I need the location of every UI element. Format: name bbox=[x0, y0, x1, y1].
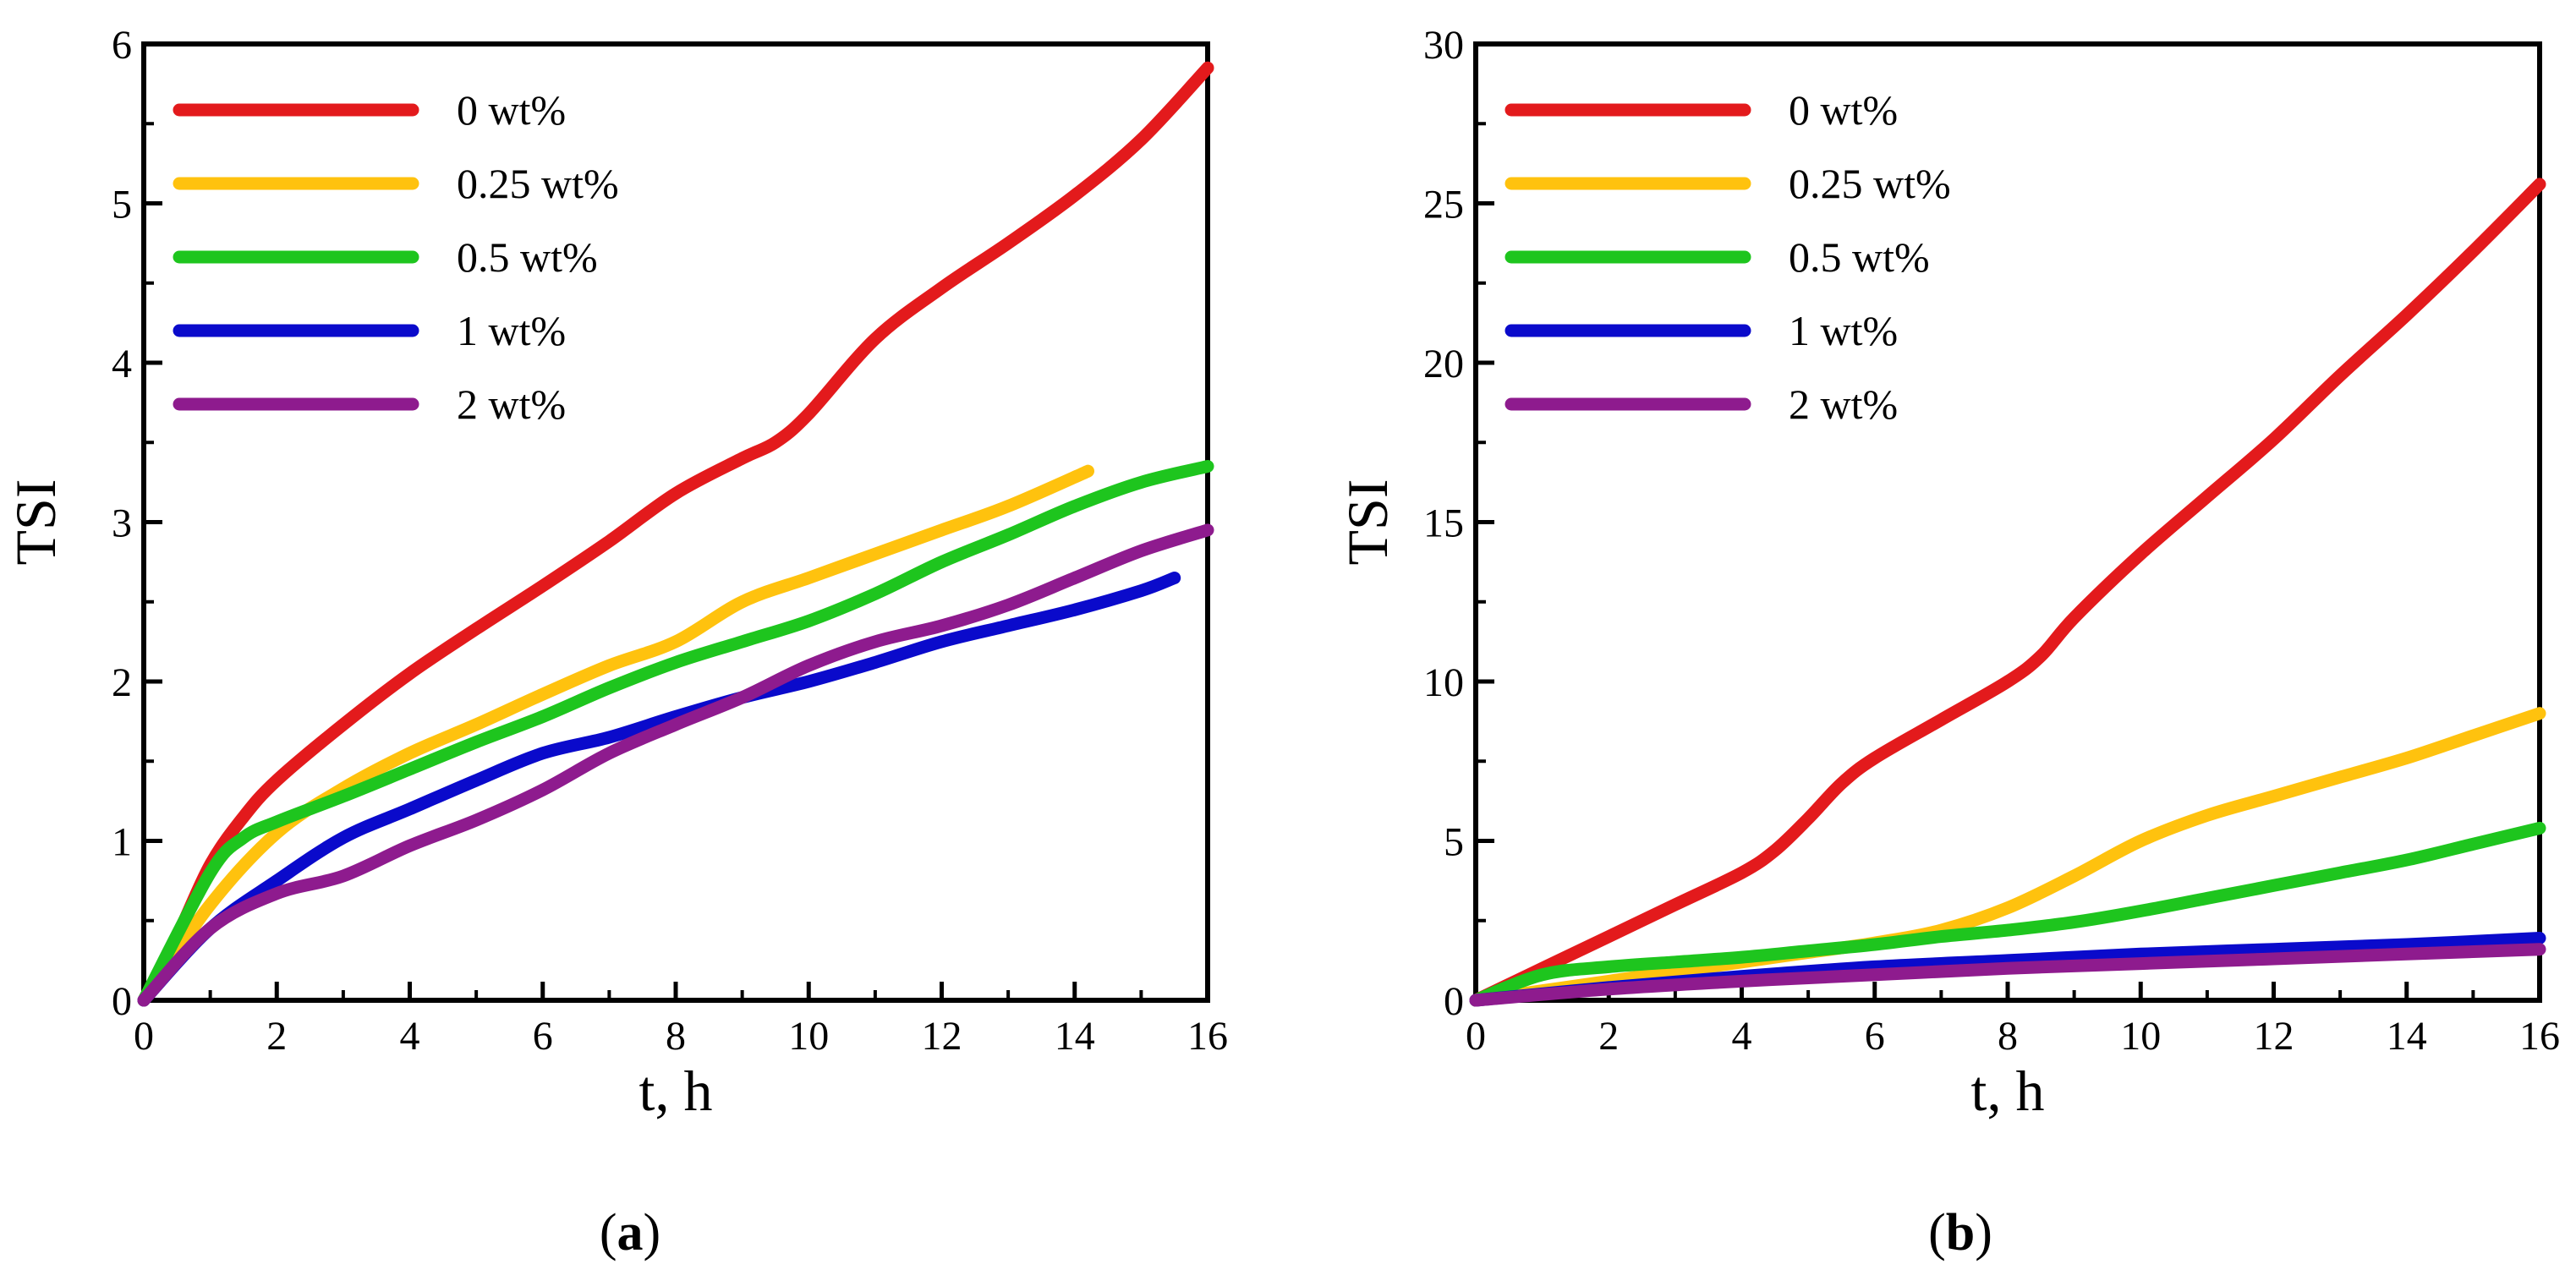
x-tick-label: 6 bbox=[1865, 1014, 1885, 1059]
x-axis-label: t, h bbox=[1971, 1059, 2045, 1123]
legend-label: 2 wt% bbox=[1789, 380, 1898, 428]
x-tick-label: 8 bbox=[666, 1014, 686, 1059]
legend-label: 0.5 wt% bbox=[457, 233, 598, 281]
y-tick-label: 0 bbox=[112, 979, 132, 1024]
x-tick-label: 0 bbox=[134, 1014, 154, 1059]
series-line bbox=[1469, 178, 2546, 1007]
x-tick-label: 14 bbox=[1055, 1014, 1095, 1059]
y-axis-label: TSI bbox=[1335, 479, 1400, 566]
y-tick-label: 1 bbox=[112, 820, 132, 865]
series-line bbox=[1469, 707, 2546, 1007]
series-line bbox=[137, 523, 1214, 1007]
y-tick-label: 2 bbox=[112, 660, 132, 705]
y-axis-label: TSI bbox=[3, 479, 68, 566]
x-tick-label: 16 bbox=[2519, 1014, 2560, 1059]
x-tick-label: 8 bbox=[1998, 1014, 2018, 1059]
x-tick-label: 12 bbox=[2254, 1014, 2294, 1059]
y-tick-label: 20 bbox=[1423, 342, 1464, 386]
legend-label: 0.25 wt% bbox=[1789, 160, 1951, 207]
y-tick-label: 15 bbox=[1423, 501, 1464, 546]
x-tick-label: 4 bbox=[400, 1014, 420, 1059]
panel-caption: (a) bbox=[600, 1204, 660, 1262]
x-tick-label: 2 bbox=[266, 1014, 287, 1059]
legend-label: 0.25 wt% bbox=[457, 160, 619, 207]
y-tick-label: 10 bbox=[1423, 660, 1464, 705]
y-tick-label: 5 bbox=[112, 183, 132, 227]
legend-label: 0 wt% bbox=[457, 86, 566, 134]
x-tick-label: 2 bbox=[1598, 1014, 1619, 1059]
x-axis-label: t, h bbox=[639, 1059, 713, 1123]
x-tick-label: 0 bbox=[1466, 1014, 1486, 1059]
series-line bbox=[1469, 943, 2546, 1007]
series-line bbox=[137, 61, 1214, 1007]
y-tick-label: 4 bbox=[112, 342, 132, 386]
x-tick-label: 10 bbox=[788, 1014, 829, 1059]
series-line bbox=[137, 464, 1094, 1007]
panel-caption: (b) bbox=[1928, 1204, 1992, 1262]
legend-label: 2 wt% bbox=[457, 380, 566, 428]
legend-label: 0 wt% bbox=[1789, 86, 1898, 134]
y-tick-label: 25 bbox=[1423, 183, 1464, 227]
x-tick-label: 4 bbox=[1732, 1014, 1752, 1059]
series-line bbox=[137, 572, 1181, 1007]
chart-panel-b: 0 2 4 6 8 10 12 14 16 0 5 10 15 20 25 30 t, h TSI 0 wt% 0.2… bbox=[1335, 23, 2560, 1262]
y-tick-label: 5 bbox=[1444, 820, 1464, 865]
x-tick-label: 12 bbox=[922, 1014, 962, 1059]
y-tick-label: 3 bbox=[112, 501, 132, 546]
series-line bbox=[137, 460, 1214, 1007]
x-tick-label: 10 bbox=[2120, 1014, 2161, 1059]
y-tick-label: 30 bbox=[1423, 23, 1464, 68]
series-line bbox=[1469, 821, 2546, 1007]
x-tick-label: 14 bbox=[2387, 1014, 2427, 1059]
legend-label: 1 wt% bbox=[1789, 307, 1898, 354]
x-tick-label: 16 bbox=[1187, 1014, 1228, 1059]
x-tick-label: 6 bbox=[533, 1014, 553, 1059]
y-tick-label: 0 bbox=[1444, 979, 1464, 1024]
legend-label: 0.5 wt% bbox=[1789, 233, 1930, 281]
legend-label: 1 wt% bbox=[457, 307, 566, 354]
y-tick-label: 6 bbox=[112, 23, 132, 68]
